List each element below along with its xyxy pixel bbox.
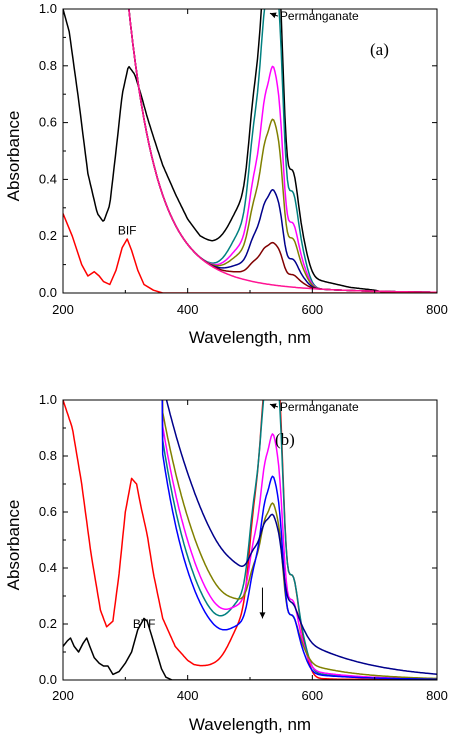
annotation-label: BIF xyxy=(118,224,137,238)
series-line-7 xyxy=(63,617,437,680)
panel-label: (a) xyxy=(370,40,389,59)
series-line-4 xyxy=(161,400,437,680)
y-tick-label: 0.4 xyxy=(39,560,57,575)
annotation-label: BTF xyxy=(133,617,156,631)
y-tick-label: 0.8 xyxy=(39,58,57,73)
annotation-arrowhead xyxy=(269,403,277,410)
y-tick-label: 0.8 xyxy=(39,448,57,463)
x-tick-label: 200 xyxy=(52,688,74,703)
series-line-6 xyxy=(165,400,437,675)
series-line-3 xyxy=(161,400,437,680)
y-tick-label: 0.2 xyxy=(39,616,57,631)
y-tick-label: 1.0 xyxy=(39,1,57,16)
x-tick-label: 800 xyxy=(426,302,448,317)
y-axis-title: Absorbance xyxy=(4,111,23,202)
y-tick-label: 0.4 xyxy=(39,171,57,186)
panel-b: 200 400 600 800 0.0 0.2 0.4 0.6 0.8 1.0 Wavelength… xyxy=(4,392,448,734)
panel-a: 200 400 600 800 0.0 0.2 0.4 0.6 0.8 1.0 Wavelength… xyxy=(4,1,448,347)
y-tick-label: 0.2 xyxy=(39,228,57,243)
x-tick-label: 600 xyxy=(301,302,323,317)
x-tick-label: 400 xyxy=(177,302,199,317)
y-tick-label: 0.6 xyxy=(39,115,57,130)
series-line-2 xyxy=(161,400,437,680)
x-tick-label: 800 xyxy=(426,688,448,703)
y-tick-label: 1.0 xyxy=(39,392,57,407)
x-tick-label: 600 xyxy=(301,688,323,703)
y-tick-label: 0.0 xyxy=(39,672,57,687)
series-line-5 xyxy=(161,400,437,680)
series-line-8 xyxy=(63,213,437,293)
series-group xyxy=(63,400,437,680)
y-tick-label: 0.0 xyxy=(39,285,57,300)
x-tick-label: 400 xyxy=(177,688,199,703)
annotation-label: Permanganate xyxy=(280,9,359,23)
x-axis-title: Wavelength, nm xyxy=(189,328,311,347)
series-line-1 xyxy=(63,400,437,680)
panel-label: (b) xyxy=(275,430,295,449)
y-tick-label: 0.6 xyxy=(39,504,57,519)
annotation-arrowhead xyxy=(259,612,266,619)
annotation-arrowhead xyxy=(269,12,277,19)
x-tick-label: 200 xyxy=(52,302,74,317)
y-axis-title: Absorbance xyxy=(4,500,23,591)
annotation-label: Permanganate xyxy=(280,400,359,414)
x-axis-title: Wavelength, nm xyxy=(189,715,311,734)
